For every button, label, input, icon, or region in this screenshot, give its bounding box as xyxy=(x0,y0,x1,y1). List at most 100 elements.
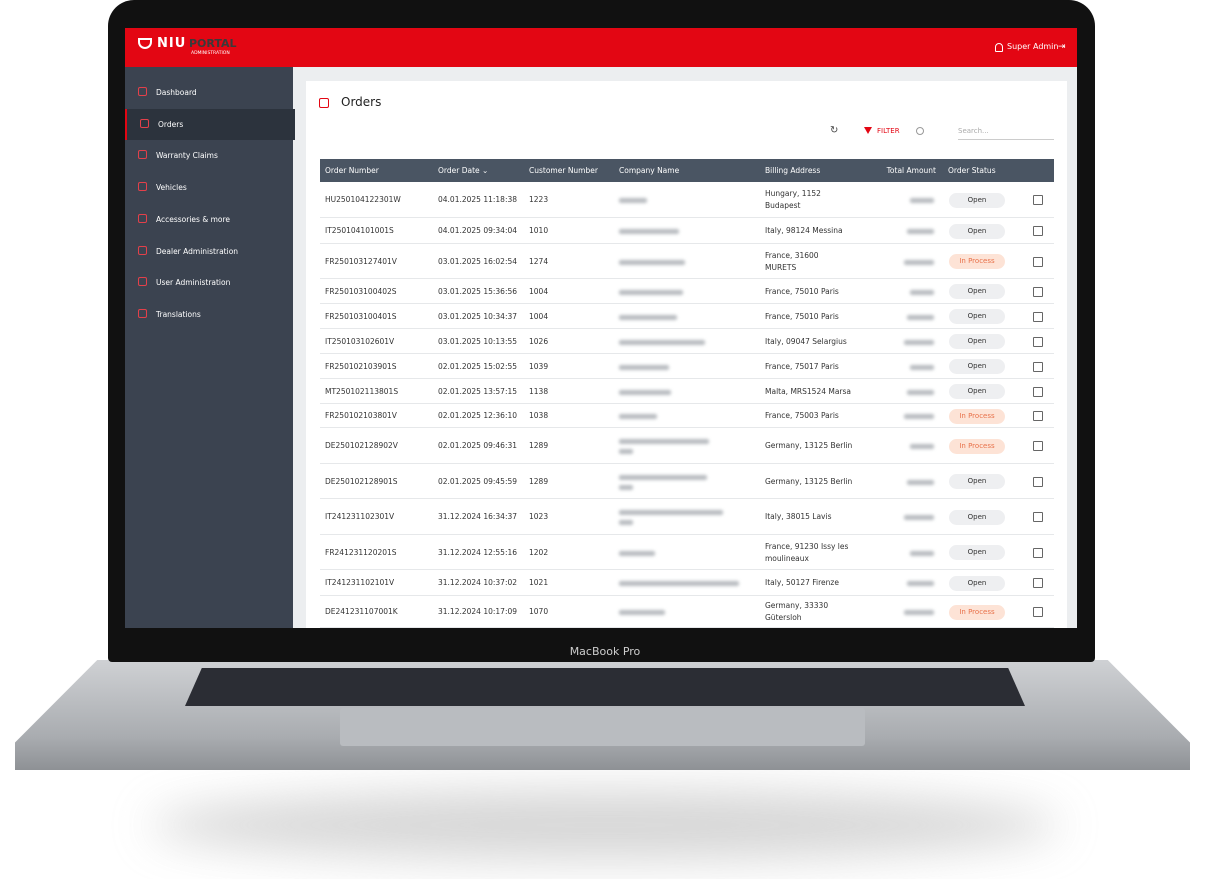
edit-button[interactable] xyxy=(1033,336,1043,347)
logo-portal: PORTAL xyxy=(189,37,237,50)
order-number[interactable]: MT250102113801S xyxy=(325,386,399,396)
order-number[interactable]: FR250103100401S xyxy=(325,311,397,321)
edit-button[interactable] xyxy=(1033,286,1043,297)
customer-number: 1202 xyxy=(529,547,549,557)
order-number[interactable]: FR250102103801V xyxy=(325,411,397,420)
order-number[interactable]: DE250102128901S xyxy=(325,476,398,486)
status-badge: In Process xyxy=(949,604,1005,620)
edit-button[interactable] xyxy=(1033,311,1043,322)
billing-address: moulineaux xyxy=(765,553,809,563)
nav-label: Orders xyxy=(158,119,184,129)
nav-item[interactable]: Accessories & more xyxy=(125,204,293,235)
order-number[interactable]: FR241231120201S xyxy=(325,547,397,557)
customer-number: 1021 xyxy=(529,578,549,587)
edit-button[interactable] xyxy=(1033,578,1043,588)
nav-item[interactable]: Warranty Claims xyxy=(125,140,293,171)
edit-button[interactable] xyxy=(1033,476,1043,487)
customer-number: 1010 xyxy=(529,226,549,235)
order-number[interactable]: FR250103100402S xyxy=(325,286,397,296)
keyboard xyxy=(185,668,1025,706)
table-row: FR250102103801V 02.01.2025 12:36:10 1038 Fr… xyxy=(320,404,1054,428)
orders-table: Order Number Order Date ⌄ Customer Number C… xyxy=(320,159,1054,628)
total-amount-redacted xyxy=(907,389,934,395)
edit-button[interactable] xyxy=(1033,256,1043,267)
trackpad xyxy=(340,708,865,746)
order-number[interactable]: IT250104101001S xyxy=(325,226,394,235)
customer-number: 1223 xyxy=(529,195,549,204)
nav-item[interactable]: Translations xyxy=(125,299,293,330)
billing-address: Budapest xyxy=(765,201,801,210)
page-title: Orders xyxy=(341,95,382,109)
status-badge: Open xyxy=(949,474,1005,489)
company-name-redacted xyxy=(619,474,707,480)
content-card: Orders ↻ FILTER Search... Order Number Or… xyxy=(306,81,1067,628)
company-name-redacted xyxy=(619,364,669,370)
nav-item[interactable]: Orders xyxy=(125,108,295,140)
total-amount-redacted xyxy=(907,314,934,320)
nav-icon xyxy=(138,87,147,96)
order-date: 03.01.2025 15:36:56 xyxy=(438,286,518,296)
table-row: DE250102128901S 02.01.2025 09:45:59 1289 Ge… xyxy=(320,464,1054,499)
order-number[interactable]: IT241231102101V xyxy=(325,578,395,587)
edit-button[interactable] xyxy=(1033,547,1043,558)
nav-icon xyxy=(138,213,147,223)
order-date: 04.01.2025 09:34:04 xyxy=(438,226,518,235)
order-number[interactable]: IT241231102301V xyxy=(325,512,395,521)
order-number[interactable]: HU250104122301W xyxy=(325,195,401,204)
order-number[interactable]: FR250102103901S xyxy=(325,361,397,371)
table-row: FR250103100402S 03.01.2025 15:36:56 1004 Fr… xyxy=(320,279,1054,304)
company-name-redacted xyxy=(619,520,633,525)
table-row: IT241231102301V 31.12.2024 16:34:37 1023 It… xyxy=(320,499,1054,535)
company-name-redacted xyxy=(619,610,665,615)
nav-label: Vehicles xyxy=(156,183,187,193)
nav-item[interactable]: Vehicles xyxy=(125,172,293,203)
user-name[interactable]: Super Admin xyxy=(1007,42,1059,51)
customer-number: 1039 xyxy=(529,361,549,371)
page-icon xyxy=(319,98,329,108)
company-name-redacted xyxy=(619,229,679,234)
logo-icon xyxy=(138,38,152,49)
billing-address: France, 75017 Paris xyxy=(765,361,839,371)
billing-address: Germany, 13125 Berlin xyxy=(765,441,853,450)
order-date: 02.01.2025 13:57:15 xyxy=(438,386,518,396)
billing-address: France, 91230 Issy les xyxy=(765,541,849,551)
edit-button[interactable] xyxy=(1033,607,1043,617)
column-header: Order Status xyxy=(948,166,996,175)
order-number[interactable]: DE250102128902V xyxy=(325,441,398,450)
billing-address: Germany, 13125 Berlin xyxy=(765,476,853,486)
company-name-redacted xyxy=(619,550,655,556)
order-date: 03.01.2025 16:02:54 xyxy=(438,256,518,266)
edit-button[interactable] xyxy=(1033,441,1043,451)
order-number[interactable]: DE241231107001K xyxy=(325,607,398,616)
edit-button[interactable] xyxy=(1033,512,1043,522)
order-number[interactable]: IT250103102601V xyxy=(325,336,395,346)
order-number[interactable]: FR250103127401V xyxy=(325,256,397,266)
edit-button[interactable] xyxy=(1033,386,1043,397)
order-date: 04.01.2025 11:18:38 xyxy=(438,195,518,204)
billing-address: France, 31600 xyxy=(765,250,819,260)
filter-button[interactable]: FILTER xyxy=(877,127,900,135)
company-name-redacted xyxy=(619,289,683,295)
status-badge: Open xyxy=(949,284,1005,299)
nav-icon xyxy=(138,150,147,160)
nav-icon xyxy=(138,308,147,318)
user-icon[interactable] xyxy=(995,43,1003,52)
nav-item[interactable]: Dashboard xyxy=(125,77,293,108)
column-header[interactable]: Order Date ⌄ xyxy=(438,166,489,175)
order-date: 03.01.2025 10:34:37 xyxy=(438,311,518,321)
nav-item[interactable]: User Administration xyxy=(125,267,293,298)
logout-icon[interactable]: ⇥ xyxy=(1058,42,1066,52)
edit-button[interactable] xyxy=(1033,226,1043,236)
customer-number: 1026 xyxy=(529,336,549,346)
edit-button[interactable] xyxy=(1033,361,1043,372)
edit-button[interactable] xyxy=(1033,411,1043,421)
table-row: HU250104122301W 04.01.2025 11:18:38 1223 Hu… xyxy=(320,182,1054,218)
refresh-button[interactable]: ↻ xyxy=(830,125,839,136)
table-row: IT250104101001S 04.01.2025 09:34:04 1010 It… xyxy=(320,218,1054,244)
nav-item[interactable]: Dealer Administration xyxy=(125,236,293,267)
edit-button[interactable] xyxy=(1033,195,1043,205)
search-input[interactable]: Search... xyxy=(958,127,1054,140)
filter-icon[interactable] xyxy=(864,127,872,134)
billing-address: Gütersloh xyxy=(765,613,802,622)
